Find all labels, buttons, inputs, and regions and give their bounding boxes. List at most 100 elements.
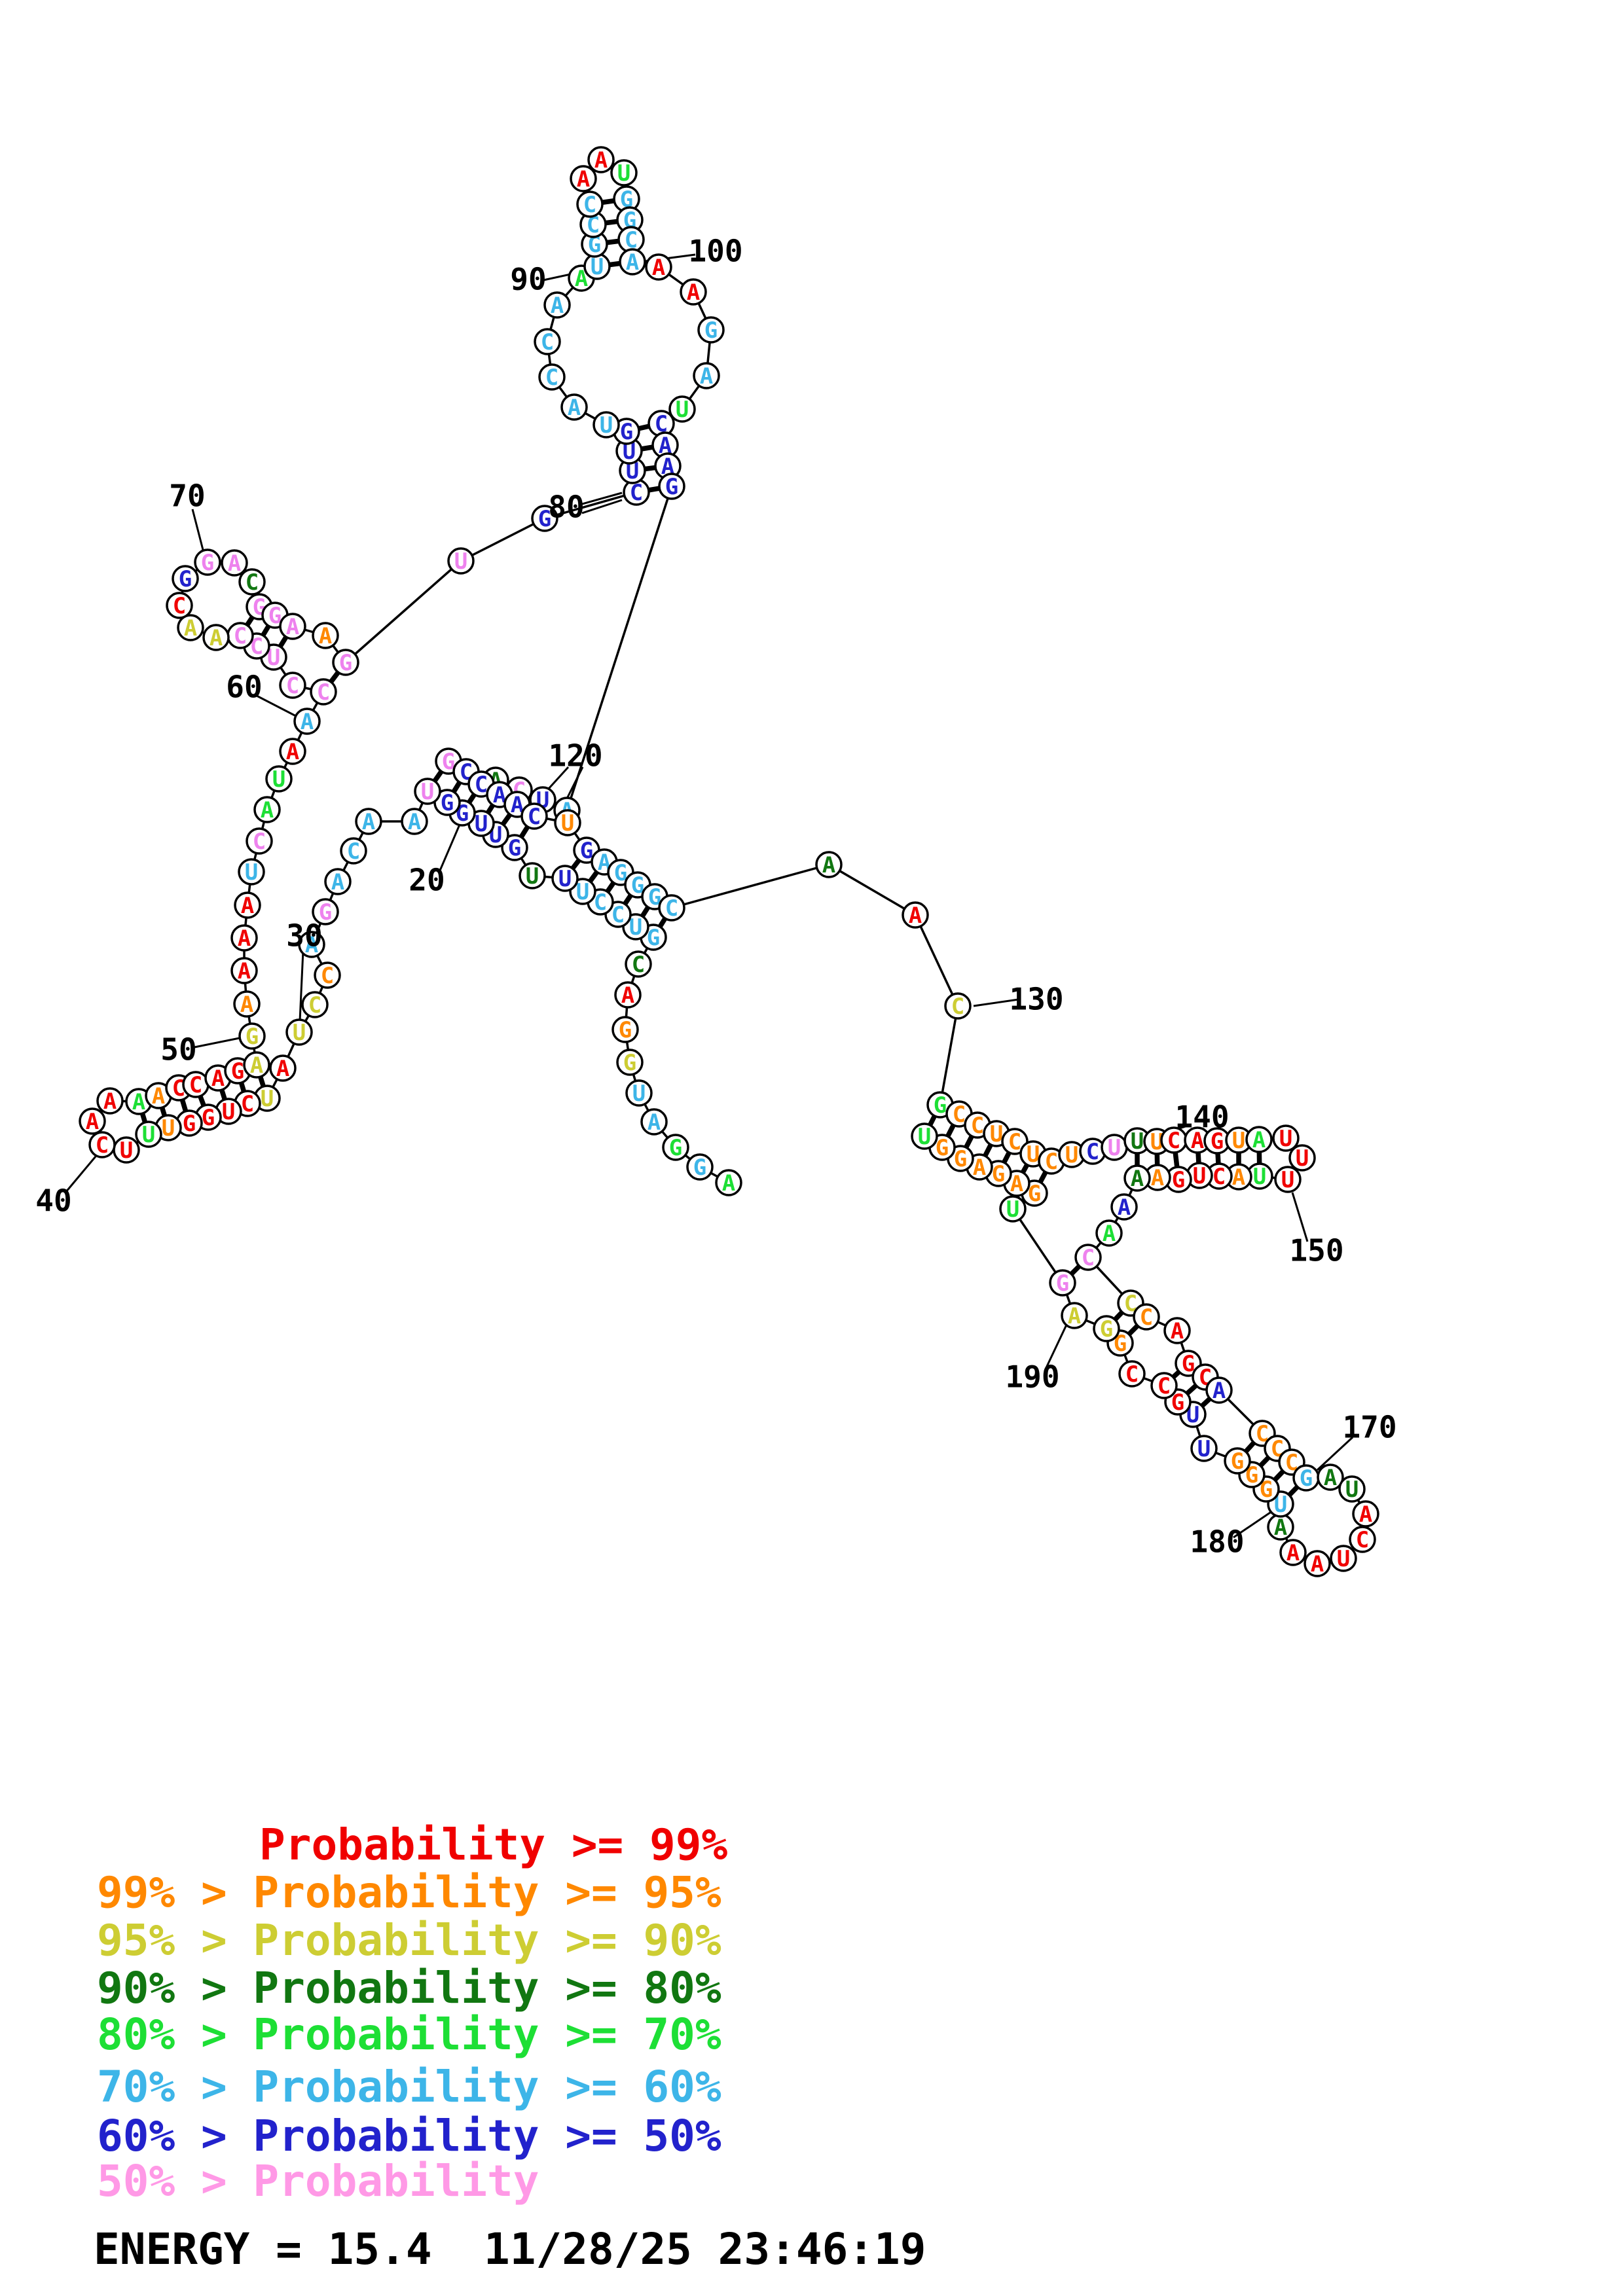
nucleotide[interactable]: C [314, 961, 341, 989]
nucleotide[interactable]: A [324, 868, 352, 895]
nucleotide[interactable]: A [640, 1108, 668, 1136]
nucleotide[interactable]: C [579, 211, 607, 238]
nucleotide[interactable]: A [1267, 1513, 1294, 1541]
nucleotide[interactable]: A [1163, 1317, 1191, 1344]
nucleotide[interactable]: A [543, 291, 571, 319]
nucleotide[interactable]: G [686, 1153, 714, 1181]
nucleotide[interactable]: U [447, 547, 475, 575]
nucleotide[interactable]: C [227, 622, 254, 649]
nucleotide[interactable]: A [1205, 1376, 1233, 1404]
nucleotide[interactable]: C [534, 328, 561, 355]
nucleotide[interactable]: A [1110, 1193, 1138, 1221]
nucleotide[interactable]: A [1304, 1550, 1331, 1577]
nucleotide[interactable]: C [88, 1131, 116, 1158]
nucleotide[interactable]: C [1205, 1162, 1233, 1190]
nucleotide[interactable]: G [172, 565, 199, 592]
nucleotide[interactable]: C [238, 568, 266, 596]
nucleotide[interactable]: G [613, 185, 640, 213]
nucleotide[interactable]: U [554, 809, 581, 836]
nucleotide[interactable]: C [1079, 1138, 1106, 1165]
nucleotide[interactable]: C [1349, 1526, 1376, 1553]
nucleotide[interactable]: C [576, 190, 604, 218]
nucleotide[interactable]: U [625, 1079, 653, 1107]
nucleotide[interactable]: G [261, 601, 289, 629]
nucleotide[interactable]: A [680, 278, 707, 306]
nucleotide[interactable]: G [238, 1022, 266, 1050]
nucleotide[interactable]: C [658, 894, 685, 922]
nucleotide[interactable]: G [1093, 1315, 1120, 1342]
nucleotide[interactable]: A [570, 165, 597, 192]
nucleotide[interactable]: G [1203, 1127, 1231, 1155]
nucleotide[interactable]: A [619, 248, 646, 276]
nucleotide[interactable]: U [668, 395, 696, 423]
nucleotide[interactable]: A [221, 549, 248, 577]
nucleotide[interactable]: G [697, 316, 725, 344]
nucleotide[interactable]: A [815, 851, 843, 878]
nucleotide[interactable]: C [310, 678, 337, 706]
nucleotide[interactable]: A [234, 891, 261, 919]
nucleotide[interactable]: A [253, 796, 281, 823]
nucleotide[interactable]: A [269, 1054, 297, 1082]
nucleotide[interactable]: A [279, 738, 306, 765]
nucleotide[interactable]: U [1101, 1134, 1128, 1161]
nucleotide[interactable]: U [113, 1136, 140, 1164]
nucleotide[interactable]: G [1165, 1166, 1192, 1193]
nucleotide[interactable]: C [301, 991, 329, 1018]
nucleotide[interactable]: G [1292, 1464, 1320, 1492]
nucleotide[interactable]: G [531, 505, 558, 532]
nucleotide[interactable]: A [1184, 1126, 1211, 1154]
nucleotide[interactable]: U [1288, 1144, 1316, 1172]
nucleotide[interactable]: U [1272, 1124, 1300, 1152]
nucleotide[interactable]: C [1038, 1147, 1065, 1175]
nucleotide[interactable]: A [651, 431, 679, 459]
nucleotide[interactable]: A [177, 614, 204, 641]
nucleotide[interactable]: A [1317, 1463, 1344, 1491]
nucleotide[interactable]: U [911, 1122, 938, 1150]
nucleotide[interactable]: U [1225, 1126, 1252, 1154]
nucleotide[interactable]: G [1224, 1447, 1251, 1475]
nucleotide[interactable]: U [1123, 1127, 1151, 1155]
nucleotide[interactable]: A [560, 393, 588, 421]
nucleotide[interactable]: A [233, 990, 261, 1018]
nucleotide[interactable]: A [1279, 1539, 1307, 1566]
nucleotide[interactable]: U [1190, 1435, 1218, 1462]
nucleotide[interactable]: A [645, 253, 672, 281]
nucleotide[interactable]: U [1246, 1162, 1273, 1190]
nucleotide[interactable]: A [298, 931, 325, 958]
nucleotide[interactable]: C [1001, 1128, 1029, 1155]
nucleotide[interactable]: U [583, 253, 611, 280]
nucleotide[interactable]: G [658, 473, 685, 500]
nucleotide[interactable]: G [616, 1049, 644, 1076]
nucleotide[interactable]: A [96, 1087, 124, 1115]
nucleotide[interactable]: C [625, 950, 652, 978]
nucleotide[interactable]: C [1150, 1372, 1178, 1399]
nucleotide[interactable]: U [414, 778, 441, 805]
nucleotide[interactable]: C [166, 592, 193, 619]
nucleotide[interactable]: C [1074, 1244, 1102, 1271]
nucleotide[interactable]: C [944, 992, 972, 1020]
nucleotide[interactable]: G [662, 1134, 689, 1161]
nucleotide[interactable]: C [1118, 1360, 1146, 1388]
nucleotide[interactable]: U [519, 862, 546, 889]
nucleotide[interactable]: C [182, 1071, 210, 1098]
nucleotide[interactable]: U [1186, 1162, 1213, 1189]
nucleotide[interactable]: C [647, 410, 675, 437]
nucleotide[interactable]: U [619, 457, 646, 484]
nucleotide[interactable]: C [587, 888, 614, 916]
nucleotide[interactable]: A [293, 708, 321, 735]
nucleotide[interactable]: U [593, 411, 620, 439]
nucleotide[interactable]: G [435, 747, 462, 775]
nucleotide[interactable]: C [234, 1090, 261, 1117]
nucleotide[interactable]: A [1123, 1164, 1151, 1192]
nucleotide[interactable]: C [1133, 1303, 1160, 1331]
nucleotide[interactable]: U [610, 159, 638, 187]
nucleotide[interactable]: G [581, 230, 608, 258]
nucleotide[interactable]: A [355, 808, 382, 835]
nucleotide[interactable]: A [1061, 1302, 1088, 1329]
nucleotide[interactable]: C [520, 802, 548, 830]
nucleotide[interactable]: U [285, 1018, 313, 1046]
nucleotide[interactable]: C [246, 827, 273, 855]
nucleotide[interactable]: A [230, 957, 258, 984]
nucleotide[interactable]: U [1338, 1475, 1366, 1503]
nucleotide[interactable]: U [238, 858, 265, 886]
